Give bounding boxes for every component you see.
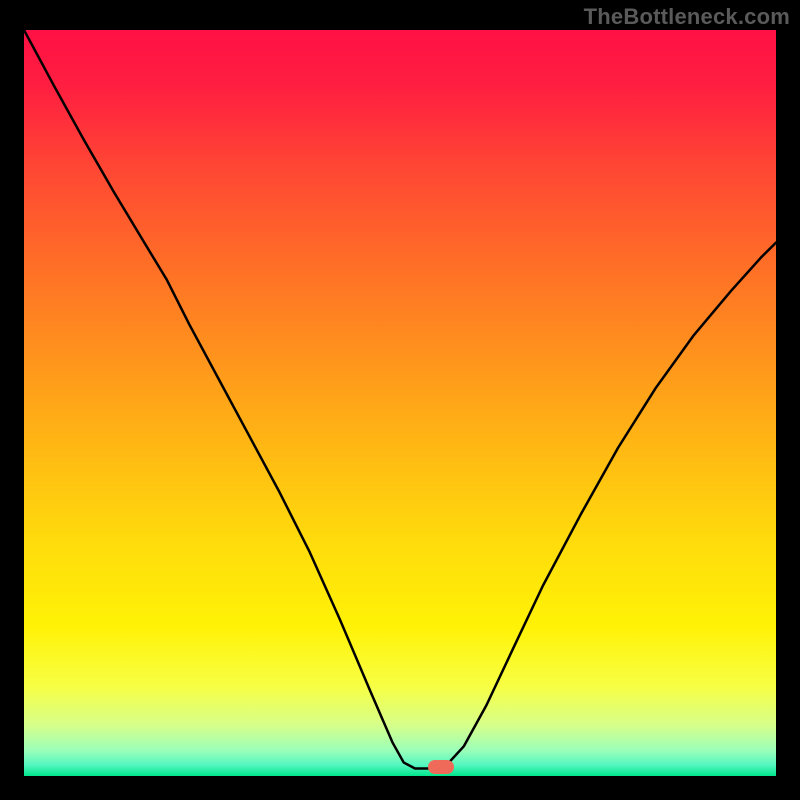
- chart-plot-area: [24, 30, 776, 776]
- bottleneck-chart-svg: [24, 30, 776, 776]
- watermark-text: TheBottleneck.com: [584, 4, 790, 30]
- chart-background-gradient: [24, 30, 776, 776]
- bottleneck-marker: [428, 760, 454, 774]
